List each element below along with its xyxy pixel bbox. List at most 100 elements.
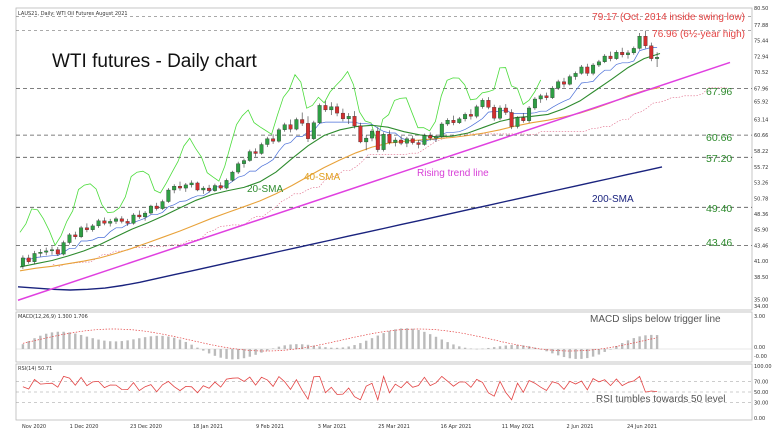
- candle: [608, 51, 613, 62]
- rsi-tick-label: 50.00: [754, 390, 768, 396]
- candle: [125, 218, 130, 226]
- candle: [230, 170, 235, 182]
- candle: [148, 204, 153, 215]
- candle: [195, 181, 200, 192]
- x-tick-label: 25 Mar 2021: [378, 424, 410, 430]
- candle: [381, 132, 386, 152]
- candle: [509, 109, 514, 130]
- span-line: [52, 87, 728, 267]
- candle: [527, 106, 532, 123]
- candle: [172, 184, 177, 194]
- x-tick-label: 24 Jun 2021: [627, 424, 657, 430]
- candle: [643, 30, 648, 49]
- x-tick-label: Nov 2020: [22, 424, 46, 430]
- candle: [119, 216, 124, 224]
- candle: [503, 104, 508, 116]
- macd-bar: [27, 341, 30, 349]
- candle: [434, 134, 438, 142]
- candle: [591, 63, 596, 76]
- macd-bar: [609, 349, 612, 350]
- y-tick-label: 35.00: [754, 298, 768, 304]
- x-tick-label: 23 Dec 2020: [130, 424, 162, 430]
- candle: [370, 129, 374, 142]
- candle: [335, 103, 340, 117]
- macd-bar: [132, 339, 135, 349]
- candle: [44, 247, 49, 256]
- level-label-60-66: 60.66: [706, 132, 732, 144]
- candles: [20, 30, 660, 269]
- y-tick-label: 34.00: [754, 304, 768, 310]
- macd-bar: [341, 347, 345, 349]
- x-tick-label: 1 Dec 2020: [70, 424, 99, 430]
- x-tick-label: 2 Jun 2021: [567, 424, 594, 430]
- macd-bar: [527, 346, 531, 349]
- candle: [306, 116, 310, 142]
- macd-bar: [644, 335, 647, 349]
- y-tick-label: 55.72: [754, 165, 768, 171]
- candle: [265, 136, 270, 148]
- x-tick-label: 16 Apr 2021: [441, 424, 472, 430]
- y-tick-label: 43.46: [754, 243, 768, 249]
- macd-bar: [225, 349, 228, 359]
- macd-bar: [510, 345, 513, 349]
- macd-bar: [248, 349, 252, 357]
- candle: [317, 103, 322, 124]
- candle: [259, 142, 264, 155]
- macd-bar: [382, 333, 385, 349]
- macd-bar: [236, 349, 240, 360]
- candle: [463, 112, 468, 122]
- panel-frames: [15, 7, 753, 421]
- macd-bar: [103, 340, 106, 349]
- rsi-tick-label: 0.00: [754, 416, 765, 422]
- macd-bar: [423, 331, 426, 349]
- macd-bar: [458, 346, 461, 349]
- candle: [253, 148, 258, 157]
- macd-bar: [492, 347, 496, 349]
- rsi-panel: 100.00 70.00 50.00 30.00 0.00: [16, 364, 772, 422]
- conversion-line: [22, 47, 658, 261]
- y-tick-label: 63.14: [754, 117, 768, 123]
- annotation-six-year-high: 76.96 (6½-year high): [652, 29, 745, 40]
- label-20-sma: 20-SMA: [247, 184, 283, 195]
- candle: [108, 218, 113, 227]
- macd-bar: [260, 349, 263, 353]
- rsi-tick-label: 100.00: [754, 364, 772, 370]
- macd-tick-label: 0.00: [754, 345, 765, 351]
- candle: [410, 135, 415, 145]
- series-sma40: [19, 86, 661, 272]
- macd-bar: [21, 344, 25, 349]
- candle: [393, 137, 398, 147]
- candle: [166, 188, 171, 203]
- candle: [486, 97, 491, 110]
- candle: [102, 217, 107, 226]
- y-tick-label: 48.36: [754, 212, 768, 218]
- label-macd: MACD slips below trigger line: [590, 314, 721, 325]
- level-label-49-40: 49.40: [706, 203, 732, 215]
- macd-bar: [74, 333, 77, 349]
- macd-bar: [231, 349, 234, 360]
- macd-bar: [149, 336, 153, 349]
- macd-bar: [504, 345, 508, 349]
- macd-bar: [591, 349, 595, 357]
- x-tick-label: 11 May 2021: [502, 424, 535, 430]
- macd-bar: [50, 332, 54, 349]
- y-tick-label: 41.00: [754, 259, 768, 265]
- candle: [544, 92, 549, 101]
- x-tick-label: 3 Mar 2021: [318, 424, 347, 430]
- y-tick-label: 65.92: [754, 99, 768, 105]
- indicator-lines: [17, 47, 731, 301]
- rsi-line: [22, 375, 658, 402]
- candle: [602, 54, 607, 64]
- macd-bar: [108, 341, 112, 349]
- macd-bar: [498, 346, 502, 349]
- macd-bar: [33, 338, 36, 349]
- macd-bar: [85, 336, 89, 349]
- macd-bar: [574, 349, 577, 359]
- y-tick-label: 80.50: [754, 6, 768, 12]
- macd-bar: [417, 329, 420, 349]
- candle: [20, 255, 25, 269]
- candle: [521, 113, 526, 123]
- rsi-header: RSI(14) 50.71: [18, 366, 52, 372]
